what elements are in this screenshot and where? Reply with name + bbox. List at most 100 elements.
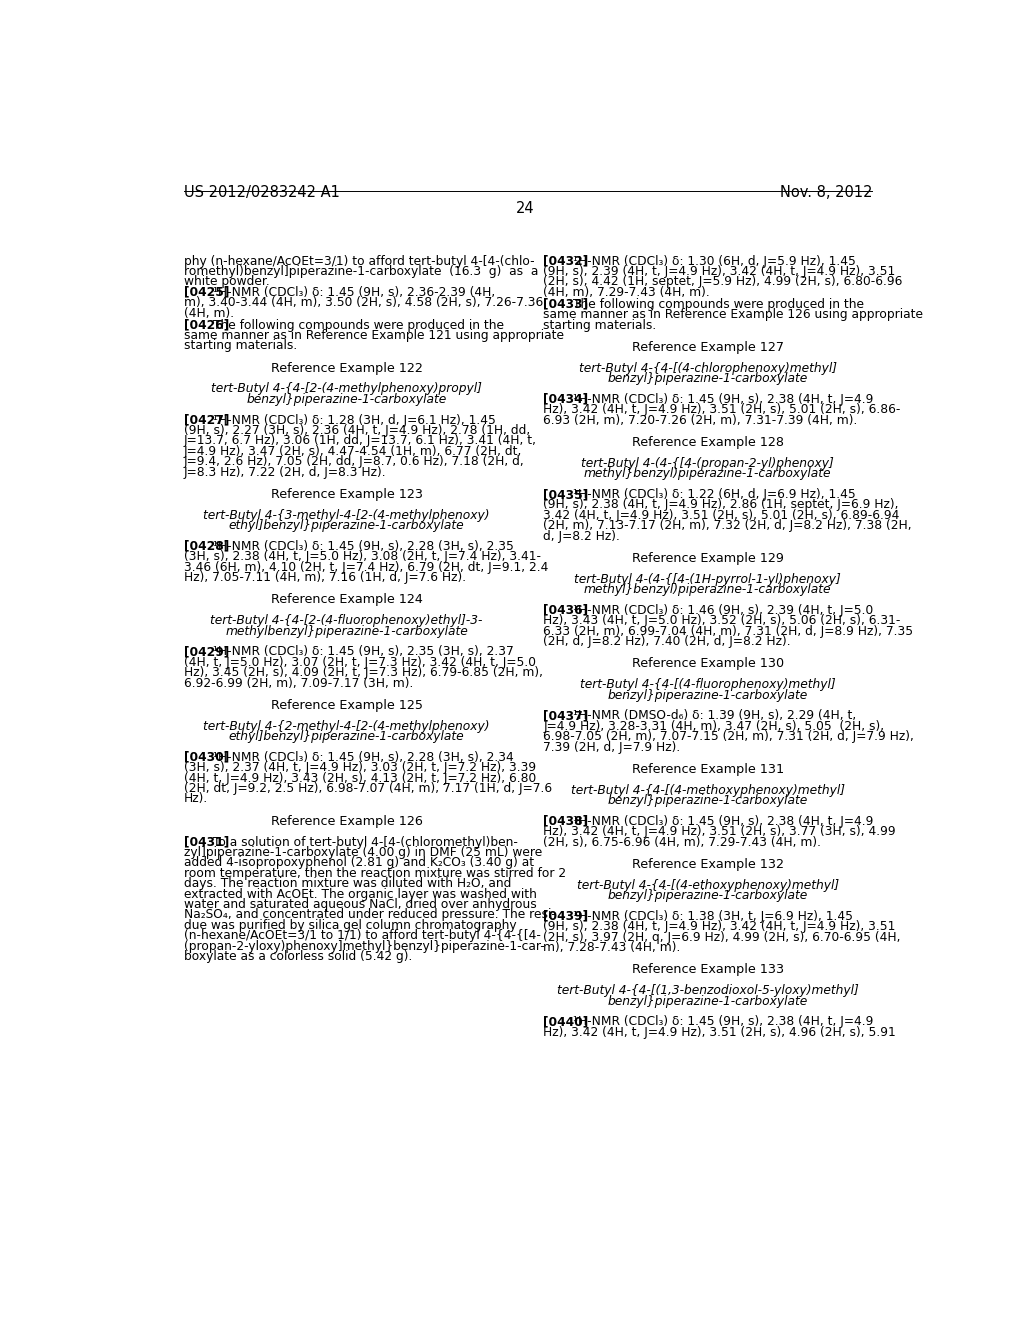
Text: Hz), 3.42 (4H, t, J=4.9 Hz), 3.51 (2H, s), 3.77 (3H, s), 4.99: Hz), 3.42 (4H, t, J=4.9 Hz), 3.51 (2H, s… [544,825,896,838]
Text: Hz), 3.43 (4H, t, J=5.0 Hz), 3.52 (2H, s), 5.06 (2H, s), 6.31-: Hz), 3.43 (4H, t, J=5.0 Hz), 3.52 (2H, s… [544,614,901,627]
Text: ¹H-NMR (CDCl₃) δ: 1.45 (9H, s), 2.28 (3H, s), 2.35: ¹H-NMR (CDCl₃) δ: 1.45 (9H, s), 2.28 (3H… [213,540,514,553]
Text: room temperature, then the reaction mixture was stirred for 2: room temperature, then the reaction mixt… [183,867,566,880]
Text: [0426]: [0426] [183,318,229,331]
Text: Reference Example 125: Reference Example 125 [270,700,423,711]
Text: ¹H-NMR (CDCl₃) δ: 1.22 (6H, d, J=6.9 Hz), 1.45: ¹H-NMR (CDCl₃) δ: 1.22 (6H, d, J=6.9 Hz)… [572,488,856,502]
Text: J=9.4, 2.6 Hz), 7.05 (2H, dd, J=8.7, 0.6 Hz), 7.18 (2H, d,: J=9.4, 2.6 Hz), 7.05 (2H, dd, J=8.7, 0.6… [183,455,524,469]
Text: ¹H-NMR (CDCl₃) δ: 1.45 (9H, s), 2.38 (4H, t, J=4.9: ¹H-NMR (CDCl₃) δ: 1.45 (9H, s), 2.38 (4H… [572,393,873,405]
Text: (n-hexane/AcOEt=3/1 to 1/1) to afford tert-butyl 4-{4-{[4-: (n-hexane/AcOEt=3/1 to 1/1) to afford te… [183,929,541,942]
Text: J=8.3 Hz), 7.22 (2H, d, J=8.3 Hz).: J=8.3 Hz), 7.22 (2H, d, J=8.3 Hz). [183,466,386,479]
Text: [0435]: [0435] [544,488,589,502]
Text: tert-Butyl 4-{4-[2-(4-methylphenoxy)propyl]: tert-Butyl 4-{4-[2-(4-methylphenoxy)prop… [211,383,482,396]
Text: Reference Example 123: Reference Example 123 [270,488,423,502]
Text: US 2012/0283242 A1: US 2012/0283242 A1 [183,185,340,201]
Text: starting materials.: starting materials. [544,318,656,331]
Text: 6.98-7.05 (2H, m), 7.07-7.15 (2H, m), 7.31 (2H, d, J=7.9 Hz),: 6.98-7.05 (2H, m), 7.07-7.15 (2H, m), 7.… [544,730,914,743]
Text: (4H, m).: (4H, m). [183,306,233,319]
Text: tert-Butyl 4-{4-[(4-methoxyphenoxy)methyl]: tert-Butyl 4-{4-[(4-methoxyphenoxy)methy… [570,784,845,797]
Text: Reference Example 130: Reference Example 130 [632,657,783,671]
Text: [0438]: [0438] [544,814,589,828]
Text: 6.33 (2H, m), 6.99-7.04 (4H, m), 7.31 (2H, d, J=8.9 Hz), 7.35: 6.33 (2H, m), 6.99-7.04 (4H, m), 7.31 (2… [544,624,913,638]
Text: due was purified by silica gel column chromatography: due was purified by silica gel column ch… [183,919,516,932]
Text: benzyl}piperazine-1-carboxylate: benzyl}piperazine-1-carboxylate [247,393,446,405]
Text: Reference Example 126: Reference Example 126 [270,814,423,828]
Text: ¹H-NMR (CDCl₃) δ: 1.45 (9H, s), 2.36-2.39 (4H,: ¹H-NMR (CDCl₃) δ: 1.45 (9H, s), 2.36-2.3… [213,286,496,298]
Text: romethyl)benzyl]piperazine-1-carboxylate  (16.3  g)  as  a: romethyl)benzyl]piperazine-1-carboxylate… [183,265,539,279]
Text: d, J=8.2 Hz).: d, J=8.2 Hz). [544,529,621,543]
Text: Hz), 3.42 (4H, t, J=4.9 Hz), 3.51 (2H, s), 4.96 (2H, s), 5.91: Hz), 3.42 (4H, t, J=4.9 Hz), 3.51 (2H, s… [544,1026,896,1039]
Text: ethyl]benzyl}piperazine-1-carboxylate: ethyl]benzyl}piperazine-1-carboxylate [228,730,464,743]
Text: [0439]: [0439] [544,909,589,923]
Text: white powder.: white powder. [183,276,269,289]
Text: Nov. 8, 2012: Nov. 8, 2012 [779,185,872,201]
Text: ¹H-NMR (CDCl₃) δ: 1.46 (9H, s), 2.39 (4H, t, J=5.0: ¹H-NMR (CDCl₃) δ: 1.46 (9H, s), 2.39 (4H… [572,603,873,616]
Text: The following compounds were produced in the: The following compounds were produced in… [572,298,864,310]
Text: tert-Butyl 4-{2-methyl-4-[2-(4-methylphenoxy): tert-Butyl 4-{2-methyl-4-[2-(4-methylphe… [204,719,489,733]
Text: m), 3.40-3.44 (4H, m), 3.50 (2H, s), 4.58 (2H, s), 7.26-7.36: m), 3.40-3.44 (4H, m), 3.50 (2H, s), 4.5… [183,296,543,309]
Text: 6.92-6.99 (2H, m), 7.09-7.17 (3H, m).: 6.92-6.99 (2H, m), 7.09-7.17 (3H, m). [183,677,413,689]
Text: methyl}benzyl)piperazine-1-carboxylate: methyl}benzyl)piperazine-1-carboxylate [584,583,831,597]
Text: Reference Example 131: Reference Example 131 [632,763,783,776]
Text: Reference Example 122: Reference Example 122 [270,362,423,375]
Text: (9H, s), 2.39 (4H, t, J=4.9 Hz), 3.42 (4H, t, J=4.9 Hz), 3.51: (9H, s), 2.39 (4H, t, J=4.9 Hz), 3.42 (4… [544,265,896,279]
Text: (2H, m), 7.13-7.17 (2H, m), 7.32 (2H, d, J=8.2 Hz), 7.38 (2H,: (2H, m), 7.13-7.17 (2H, m), 7.32 (2H, d,… [544,519,912,532]
Text: (2H, s), 6.75-6.96 (4H, m), 7.29-7.43 (4H, m).: (2H, s), 6.75-6.96 (4H, m), 7.29-7.43 (4… [544,836,821,849]
Text: (propan-2-yloxy)phenoxy]methyl}benzyl}piperazine-1-car-: (propan-2-yloxy)phenoxy]methyl}benzyl}pi… [183,940,545,953]
Text: Hz), 7.05-7.11 (4H, m), 7.16 (1H, d, J=7.6 Hz).: Hz), 7.05-7.11 (4H, m), 7.16 (1H, d, J=7… [183,572,466,585]
Text: 6.93 (2H, m), 7.20-7.26 (2H, m), 7.31-7.39 (4H, m).: 6.93 (2H, m), 7.20-7.26 (2H, m), 7.31-7.… [544,413,858,426]
Text: same manner as in Reference Example 126 using appropriate: same manner as in Reference Example 126 … [544,308,924,321]
Text: (9H, s), 2.38 (4H, t, J=4.9 Hz), 3.42 (4H, t, J=4.9 Hz), 3.51: (9H, s), 2.38 (4H, t, J=4.9 Hz), 3.42 (4… [544,920,896,933]
Text: 3.46 (6H, m), 4.10 (2H, t, J=7.4 Hz), 6.79 (2H, dt, J=9.1, 2.4: 3.46 (6H, m), 4.10 (2H, t, J=7.4 Hz), 6.… [183,561,548,574]
Text: 3.42 (4H, t, J=4.9 Hz), 3.51 (2H, s), 5.01 (2H, s), 6.89-6.94: 3.42 (4H, t, J=4.9 Hz), 3.51 (2H, s), 5.… [544,508,900,521]
Text: (4H, m), 7.29-7.43 (4H, m).: (4H, m), 7.29-7.43 (4H, m). [544,286,711,298]
Text: benzyl}piperazine-1-carboxylate: benzyl}piperazine-1-carboxylate [607,795,808,807]
Text: ¹H-NMR (CDCl₃) δ: 1.28 (3H, d, J=6.1 Hz), 1.45: ¹H-NMR (CDCl₃) δ: 1.28 (3H, d, J=6.1 Hz)… [213,413,496,426]
Text: ¹H-NMR (CDCl₃) δ: 1.45 (9H, s), 2.28 (3H, s), 2.34: ¹H-NMR (CDCl₃) δ: 1.45 (9H, s), 2.28 (3H… [213,751,514,764]
Text: (9H, s), 2.38 (4H, t, J=4.9 Hz), 2.86 (1H, septet, J=6.9 Hz),: (9H, s), 2.38 (4H, t, J=4.9 Hz), 2.86 (1… [544,499,899,511]
Text: [0427]: [0427] [183,413,229,426]
Text: Reference Example 124: Reference Example 124 [270,594,423,606]
Text: ¹H-NMR (CDCl₃) δ: 1.45 (9H, s), 2.38 (4H, t, J=4.9: ¹H-NMR (CDCl₃) δ: 1.45 (9H, s), 2.38 (4H… [572,814,873,828]
Text: tert-Butyl 4-{4-[(4-ethoxyphenoxy)methyl]: tert-Butyl 4-{4-[(4-ethoxyphenoxy)methyl… [577,879,839,892]
Text: (9H, s), 2.27 (3H, s), 2.36 (4H, t, J=4.9 Hz), 2.78 (1H, dd,: (9H, s), 2.27 (3H, s), 2.36 (4H, t, J=4.… [183,424,530,437]
Text: days. The reaction mixture was diluted with H₂O, and: days. The reaction mixture was diluted w… [183,878,511,890]
Text: Reference Example 127: Reference Example 127 [632,341,783,354]
Text: extracted with AcOEt. The organic layer was washed with: extracted with AcOEt. The organic layer … [183,887,537,900]
Text: phy (n-hexane/AcOEt=3/1) to afford tert-butyl 4-[4-(chlo-: phy (n-hexane/AcOEt=3/1) to afford tert-… [183,255,535,268]
Text: (3H, s), 2.37 (4H, t, J=4.9 Hz), 3.03 (2H, t, J=7.2 Hz), 3.39: (3H, s), 2.37 (4H, t, J=4.9 Hz), 3.03 (2… [183,762,536,775]
Text: added 4-isopropoxyphenol (2.81 g) and K₂CO₃ (3.40 g) at: added 4-isopropoxyphenol (2.81 g) and K₂… [183,857,534,870]
Text: ethyl]benzyl}piperazine-1-carboxylate: ethyl]benzyl}piperazine-1-carboxylate [228,519,464,532]
Text: same manner as in Reference Example 121 using appropriate: same manner as in Reference Example 121 … [183,329,564,342]
Text: [0433]: [0433] [544,298,589,310]
Text: starting materials.: starting materials. [183,339,297,352]
Text: tert-Butyl 4-{3-methyl-4-[2-(4-methylphenoxy): tert-Butyl 4-{3-methyl-4-[2-(4-methylphe… [204,508,489,521]
Text: tert-Butyl 4-{4-[(1,3-benzodioxol-5-yloxy)methyl]: tert-Butyl 4-{4-[(1,3-benzodioxol-5-ylox… [557,985,858,997]
Text: 24: 24 [515,201,535,215]
Text: benzyl}piperazine-1-carboxylate: benzyl}piperazine-1-carboxylate [607,689,808,701]
Text: J=13.7, 6.7 Hz), 3.06 (1H, dd, J=13.7, 6.1 Hz), 3.41 (4H, t,: J=13.7, 6.7 Hz), 3.06 (1H, dd, J=13.7, 6… [183,434,537,447]
Text: (4H, t, J=4.9 Hz), 3.43 (2H, s), 4.13 (2H, t, J=7.2 Hz), 6.80: (4H, t, J=4.9 Hz), 3.43 (2H, s), 4.13 (2… [183,772,536,784]
Text: [0432]: [0432] [544,255,589,268]
Text: (2H, dt, J=9.2, 2.5 Hz), 6.98-7.07 (4H, m), 7.17 (1H, d, J=7.6: (2H, dt, J=9.2, 2.5 Hz), 6.98-7.07 (4H, … [183,781,552,795]
Text: J=4.9 Hz), 3.28-3.31 (4H, m), 3.47 (2H, s), 5.05  (2H, s),: J=4.9 Hz), 3.28-3.31 (4H, m), 3.47 (2H, … [544,719,885,733]
Text: ¹H-NMR (CDCl₃) δ: 1.45 (9H, s), 2.35 (3H, s), 2.37: ¹H-NMR (CDCl₃) δ: 1.45 (9H, s), 2.35 (3H… [213,645,514,659]
Text: water and saturated aqueous NaCl, dried over anhydrous: water and saturated aqueous NaCl, dried … [183,898,537,911]
Text: [0434]: [0434] [544,393,589,405]
Text: zyl]piperazine-1-carboxylate (4.00 g) in DMF (25 mL) were: zyl]piperazine-1-carboxylate (4.00 g) in… [183,846,542,859]
Text: ¹H-NMR (DMSO-d₆) δ: 1.39 (9H, s), 2.29 (4H, t,: ¹H-NMR (DMSO-d₆) δ: 1.39 (9H, s), 2.29 (… [572,709,856,722]
Text: Hz), 3.45 (2H, s), 4.09 (2H, t, J=7.3 Hz), 6.79-6.85 (2H, m),: Hz), 3.45 (2H, s), 4.09 (2H, t, J=7.3 Hz… [183,667,543,680]
Text: (2H, d, J=8.2 Hz), 7.40 (2H, d, J=8.2 Hz).: (2H, d, J=8.2 Hz), 7.40 (2H, d, J=8.2 Hz… [544,635,791,648]
Text: Reference Example 129: Reference Example 129 [632,552,783,565]
Text: ¹H-NMR (CDCl₃) δ: 1.38 (3H, t, J=6.9 Hz), 1.45: ¹H-NMR (CDCl₃) δ: 1.38 (3H, t, J=6.9 Hz)… [572,909,853,923]
Text: Na₂SO₄, and concentrated under reduced pressure. The resi-: Na₂SO₄, and concentrated under reduced p… [183,908,556,921]
Text: (3H, s), 2.38 (4H, t, J=5.0 Hz), 3.08 (2H, t, J=7.4 Hz), 3.41-: (3H, s), 2.38 (4H, t, J=5.0 Hz), 3.08 (2… [183,550,541,564]
Text: tert-Butyl 4-{4-[(4-fluorophenoxy)methyl]: tert-Butyl 4-{4-[(4-fluorophenoxy)methyl… [580,678,836,692]
Text: tert-Butyl 4-(4-{[4-(propan-2-yl)phenoxy]: tert-Butyl 4-(4-{[4-(propan-2-yl)phenoxy… [582,457,835,470]
Text: (2H, s), 3.97 (2H, q, J=6.9 Hz), 4.99 (2H, s), 6.70-6.95 (4H,: (2H, s), 3.97 (2H, q, J=6.9 Hz), 4.99 (2… [544,931,901,944]
Text: tert-Butyl 4-{4-[2-(4-fluorophenoxy)ethyl]-3-: tert-Butyl 4-{4-[2-(4-fluorophenoxy)ethy… [210,614,482,627]
Text: methyl}benzyl)piperazine-1-carboxylate: methyl}benzyl)piperazine-1-carboxylate [584,467,831,480]
Text: Hz).: Hz). [183,792,208,805]
Text: ¹H-NMR (CDCl₃) δ: 1.30 (6H, d, J=5.9 Hz), 1.45: ¹H-NMR (CDCl₃) δ: 1.30 (6H, d, J=5.9 Hz)… [572,255,856,268]
Text: benzyl}piperazine-1-carboxylate: benzyl}piperazine-1-carboxylate [607,995,808,1007]
Text: To a solution of tert-butyl 4-[4-(chloromethyl)ben-: To a solution of tert-butyl 4-[4-(chloro… [213,836,518,849]
